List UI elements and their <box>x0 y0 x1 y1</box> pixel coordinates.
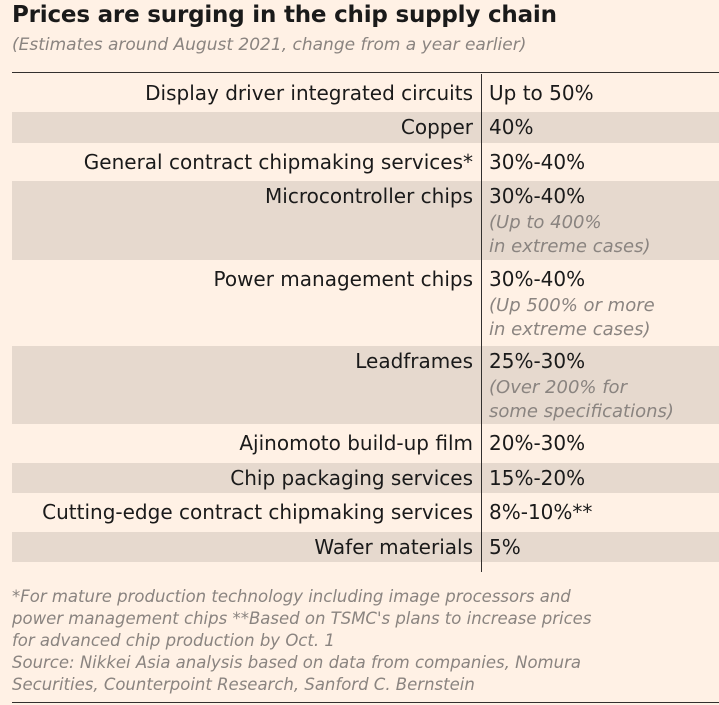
table-row: Ajinomoto build-up film 20%-30% <box>12 424 719 458</box>
change-value: 40% <box>489 112 719 142</box>
change-value: 25%-30% (Over 200% for some specifications… <box>489 346 719 424</box>
change-text: 25%-30% <box>489 348 586 373</box>
change-text: 30%-40% <box>489 149 586 174</box>
table-row: Leadframes 25%-30% (Over 200% for some spec… <box>12 342 719 425</box>
row-background <box>12 531 719 562</box>
item-label: Wafer materials <box>314 534 473 559</box>
change-text: 8%-10%** <box>489 500 593 525</box>
item-label: Power management chips <box>213 266 473 291</box>
price-table: Display driver integrated circuits Up to … <box>12 74 719 562</box>
row-background <box>12 345 719 425</box>
item-label: Cutting-edge contract chipmaking service… <box>42 500 473 525</box>
change-value: 30%-40% <box>489 147 719 177</box>
chart-subtitle: (Estimates around August 2021, change fr… <box>12 35 527 55</box>
chart-title: Prices are surging in the chip supply ch… <box>12 2 557 28</box>
change-value: 20%-30% <box>489 428 719 458</box>
table-row: Power management chips 30%-40% (Up 500% or… <box>12 260 719 342</box>
item-label: Chip packaging services <box>230 465 473 490</box>
change-text: 20%-30% <box>489 431 586 456</box>
table-row: Chip packaging services 15%-20% <box>12 459 719 494</box>
row-background <box>12 112 719 143</box>
footnote-line: Securities, Counterpoint Research, Sanfo… <box>12 675 475 694</box>
change-note: (Up to 400% <box>489 212 602 234</box>
footnote-line: Source: Nikkei Asia analysis based on da… <box>12 653 581 672</box>
change-value: 5% <box>489 532 719 562</box>
change-note: some specifications) <box>489 400 674 422</box>
table-row: Cutting-edge contract chipmaking service… <box>12 493 719 527</box>
item-label: Leadframes <box>355 348 473 373</box>
table-row: General contract chipmaking services* 30%… <box>12 143 719 177</box>
change-note: (Over 200% for <box>489 376 627 398</box>
change-note: (Up 500% or more <box>489 294 655 316</box>
item-label: Microcontroller chips <box>265 184 473 209</box>
footnote-line: *For mature production technology includ… <box>12 587 571 606</box>
change-value: 30%-40% (Up 500% or more in extreme cases) <box>489 264 719 342</box>
item-label: General contract chipmaking services* <box>83 149 473 174</box>
footnote: *For mature production technology includ… <box>12 586 712 696</box>
item-label: Display driver integrated circuits <box>145 81 473 105</box>
row-background <box>12 181 719 260</box>
item-label: Ajinomoto build-up film <box>239 431 473 456</box>
top-rule <box>12 72 719 73</box>
footnote-line: for advanced chip production by Oct. 1 <box>12 631 335 650</box>
row-background <box>12 462 719 494</box>
item-label: Copper <box>400 115 473 140</box>
table-row: Copper 40% <box>12 108 719 143</box>
change-note: in extreme cases) <box>489 236 651 258</box>
change-note: in extreme cases) <box>489 318 651 340</box>
footnote-line: power management chips **Based on TSMC's… <box>12 609 592 628</box>
change-text: Up to 50% <box>489 81 594 105</box>
change-text: 15%-20% <box>489 465 586 490</box>
table-row: Display driver integrated circuits Up to … <box>12 74 719 108</box>
change-text: 30%-40% <box>489 184 586 209</box>
bottom-rule <box>12 702 719 703</box>
change-value: Up to 50% <box>489 78 719 108</box>
change-value: 30%-40% (Up to 400% in extreme cases) <box>489 181 719 259</box>
table-row: Microcontroller chips 30%-40% (Up to 400% i… <box>12 177 719 260</box>
change-value: 15%-20% <box>489 463 719 493</box>
column-divider <box>481 74 482 572</box>
change-value: 8%-10%** <box>489 497 719 527</box>
change-text: 30%-40% <box>489 266 586 291</box>
table-row: Wafer materials 5% <box>12 528 719 562</box>
change-text: 40% <box>489 115 534 140</box>
change-text: 5% <box>489 534 521 559</box>
